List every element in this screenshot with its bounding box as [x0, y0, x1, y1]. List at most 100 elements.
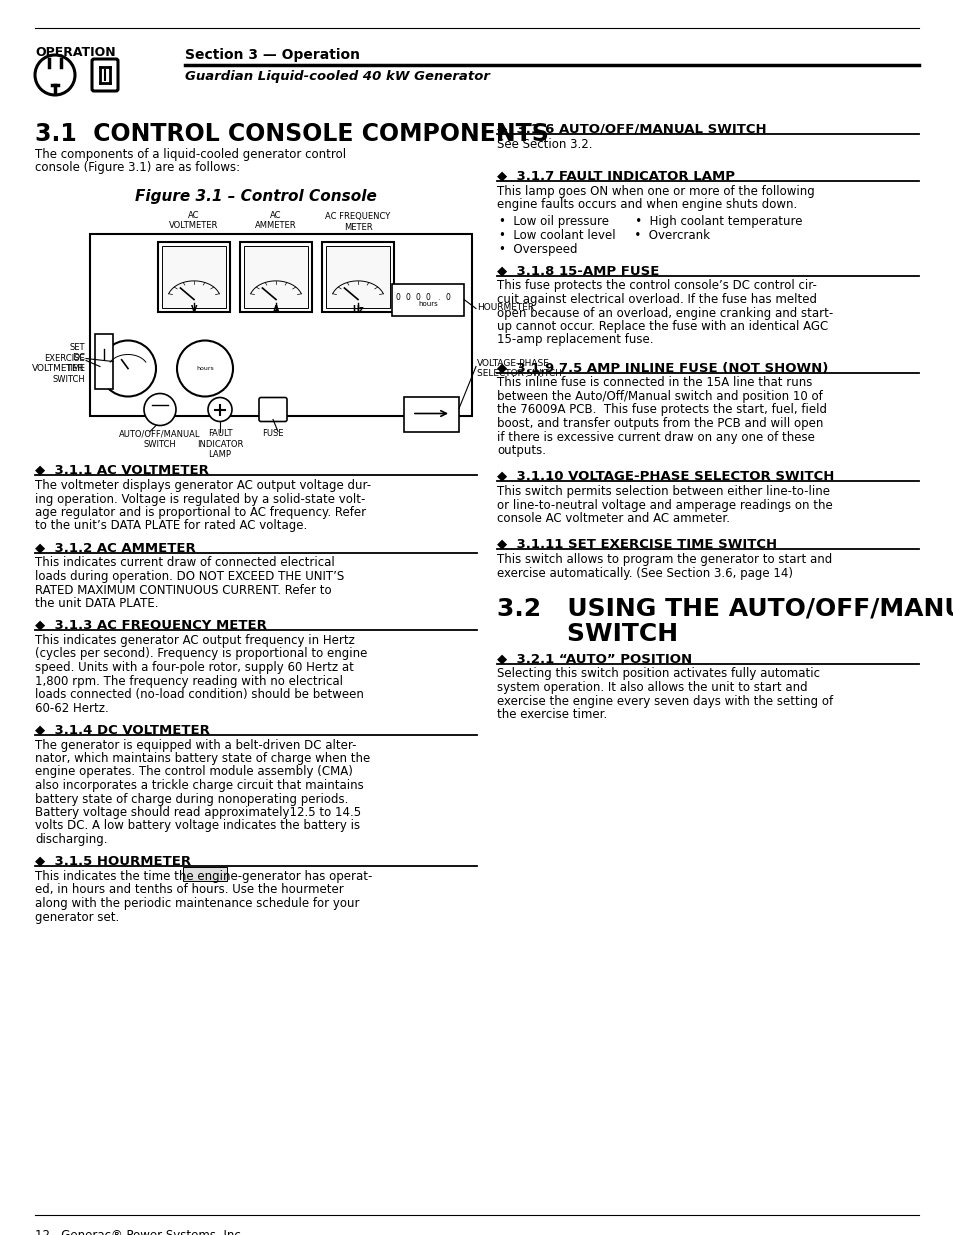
Text: This switch permits selection between either line-to-line: This switch permits selection between ei… — [497, 485, 829, 498]
Text: ing operation. Voltage is regulated by a solid-state volt-: ing operation. Voltage is regulated by a… — [35, 493, 365, 505]
Text: HOURMETER: HOURMETER — [476, 304, 534, 312]
Text: 0: 0 — [395, 293, 400, 303]
Text: This switch allows to program the generator to start and: This switch allows to program the genera… — [497, 553, 831, 566]
Text: 60-62 Hertz.: 60-62 Hertz. — [35, 701, 109, 715]
Text: Battery voltage should read approximately12.5 to 14.5: Battery voltage should read approximatel… — [35, 806, 361, 819]
Text: ◆  3.2.1 “AUTO” POSITION: ◆ 3.2.1 “AUTO” POSITION — [497, 652, 691, 664]
Text: FUSE: FUSE — [262, 430, 283, 438]
Text: outputs.: outputs. — [497, 445, 545, 457]
Text: if there is excessive current draw on any one of these: if there is excessive current draw on an… — [497, 431, 814, 443]
Bar — [240, 242, 312, 311]
Text: system operation. It also allows the unit to start and: system operation. It also allows the uni… — [497, 680, 807, 694]
Text: Section 3 — Operation: Section 3 — Operation — [185, 48, 359, 62]
Text: generator set.: generator set. — [35, 910, 119, 924]
Text: volts DC. A low battery voltage indicates the battery is: volts DC. A low battery voltage indicate… — [35, 820, 359, 832]
Text: cuit against electrical overload. If the fuse has melted: cuit against electrical overload. If the… — [497, 293, 816, 306]
Circle shape — [144, 394, 175, 426]
Bar — [95, 333, 112, 389]
Text: along with the periodic maintenance schedule for your: along with the periodic maintenance sche… — [35, 897, 359, 910]
Bar — [403, 396, 458, 431]
Text: or line-to-neutral voltage and amperage readings on the: or line-to-neutral voltage and amperage … — [497, 499, 832, 511]
Text: A: A — [273, 305, 279, 315]
Circle shape — [208, 398, 232, 421]
Text: boost, and transfer outputs from the PCB and will open: boost, and transfer outputs from the PCB… — [497, 417, 822, 430]
Text: This indicates the time the engine-generator has operat-: This indicates the time the engine-gener… — [35, 869, 372, 883]
Text: SET
EXERCISE
TIME
SWITCH: SET EXERCISE TIME SWITCH — [45, 343, 85, 384]
Text: 0: 0 — [416, 293, 420, 303]
Text: FAULT
INDICATOR
LAMP: FAULT INDICATOR LAMP — [196, 430, 243, 459]
Text: ◆  3.1.6 AUTO/OFF/MANUAL SWITCH: ◆ 3.1.6 AUTO/OFF/MANUAL SWITCH — [497, 122, 766, 135]
Text: exercise automatically. (See Section 3.6, page 14): exercise automatically. (See Section 3.6… — [497, 567, 792, 579]
Text: AC FREQUENCY
METER: AC FREQUENCY METER — [325, 212, 390, 232]
Text: 0: 0 — [425, 293, 430, 303]
Text: ed, in hours and tenths of hours. Use the hourmeter: ed, in hours and tenths of hours. Use th… — [35, 883, 343, 897]
Text: 0: 0 — [445, 293, 450, 303]
Text: •  Low coolant level     •  Overcrank: • Low coolant level • Overcrank — [498, 228, 709, 242]
FancyBboxPatch shape — [258, 398, 287, 421]
Text: 3.2   USING THE AUTO/OFF/MANUAL: 3.2 USING THE AUTO/OFF/MANUAL — [497, 597, 953, 620]
Text: ◆  3.1.8 15-AMP FUSE: ◆ 3.1.8 15-AMP FUSE — [497, 264, 659, 277]
Text: This indicates current draw of connected electrical: This indicates current draw of connected… — [35, 557, 335, 569]
Text: RATED MAXIMUM CONTINUOUS CURRENT. Refer to: RATED MAXIMUM CONTINUOUS CURRENT. Refer … — [35, 583, 332, 597]
Text: loads connected (no-load condition) should be between: loads connected (no-load condition) shou… — [35, 688, 363, 701]
Text: .: . — [436, 293, 438, 303]
Text: The voltmeter displays generator AC output voltage dur-: The voltmeter displays generator AC outp… — [35, 479, 371, 492]
Bar — [183, 867, 227, 881]
Bar — [162, 246, 226, 308]
Text: to the unit’s DATA PLATE for rated AC voltage.: to the unit’s DATA PLATE for rated AC vo… — [35, 520, 307, 532]
Text: Selecting this switch position activates fully automatic: Selecting this switch position activates… — [497, 667, 820, 680]
Text: ◆  3.1.10 VOLTAGE-PHASE SELECTOR SWITCH: ◆ 3.1.10 VOLTAGE-PHASE SELECTOR SWITCH — [497, 469, 834, 483]
Text: also incorporates a trickle charge circuit that maintains: also incorporates a trickle charge circu… — [35, 779, 363, 792]
Bar — [326, 246, 390, 308]
Text: ◆  3.1.11 SET EXERCISE TIME SWITCH: ◆ 3.1.11 SET EXERCISE TIME SWITCH — [497, 537, 777, 551]
Text: •  Overspeed: • Overspeed — [498, 242, 577, 256]
Text: the 76009A PCB.  This fuse protects the start, fuel, field: the 76009A PCB. This fuse protects the s… — [497, 404, 826, 416]
Text: battery state of charge during nonoperating periods.: battery state of charge during nonoperat… — [35, 793, 348, 805]
Text: up cannot occur. Replace the fuse with an identical AGC: up cannot occur. Replace the fuse with a… — [497, 320, 827, 333]
Text: The components of a liquid-cooled generator control: The components of a liquid-cooled genera… — [35, 148, 346, 161]
Text: AC
AMMETER: AC AMMETER — [254, 210, 296, 230]
Text: exercise the engine every seven days with the setting of: exercise the engine every seven days wit… — [497, 694, 832, 708]
Bar — [90, 233, 472, 415]
Text: console AC voltmeter and AC ammeter.: console AC voltmeter and AC ammeter. — [497, 513, 729, 525]
Text: 3.1  CONTROL CONSOLE COMPONENTS: 3.1 CONTROL CONSOLE COMPONENTS — [35, 122, 548, 146]
Text: engine faults occurs and when engine shuts down.: engine faults occurs and when engine shu… — [497, 198, 797, 211]
Text: ◆  3.1.5 HOURMETER: ◆ 3.1.5 HOURMETER — [35, 855, 191, 867]
Text: between the Auto/Off/Manual switch and position 10 of: between the Auto/Off/Manual switch and p… — [497, 390, 821, 403]
Text: ◆  3.1.3 AC FREQUENCY METER: ◆ 3.1.3 AC FREQUENCY METER — [35, 619, 267, 631]
Text: console (Figure 3.1) are as follows:: console (Figure 3.1) are as follows: — [35, 162, 240, 174]
Text: 1,800 rpm. The frequency reading with no electrical: 1,800 rpm. The frequency reading with no… — [35, 674, 343, 688]
Text: loads during operation. DO NOT EXCEED THE UNIT’S: loads during operation. DO NOT EXCEED TH… — [35, 571, 344, 583]
Text: This indicates generator AC output frequency in Hertz: This indicates generator AC output frequ… — [35, 634, 355, 647]
Text: SWITCH: SWITCH — [497, 622, 678, 646]
Text: engine operates. The control module assembly (CMA): engine operates. The control module asse… — [35, 766, 353, 778]
Text: Figure 3.1 – Control Console: Figure 3.1 – Control Console — [135, 189, 376, 205]
Text: OPERATION: OPERATION — [35, 46, 115, 59]
Text: 12   Generac® Power Systems, Inc.: 12 Generac® Power Systems, Inc. — [35, 1229, 244, 1235]
Text: 15-amp replacement fuse.: 15-amp replacement fuse. — [497, 333, 653, 347]
Text: nator, which maintains battery state of charge when the: nator, which maintains battery state of … — [35, 752, 370, 764]
Text: This fuse protects the control console’s DC control cir-: This fuse protects the control console’s… — [497, 279, 816, 293]
Text: Hz: Hz — [352, 305, 363, 315]
Text: ◆  3.1.7 FAULT INDICATOR LAMP: ◆ 3.1.7 FAULT INDICATOR LAMP — [497, 169, 734, 182]
Text: the exercise timer.: the exercise timer. — [497, 708, 607, 721]
Text: AUTO/OFF/MANUAL
SWITCH: AUTO/OFF/MANUAL SWITCH — [119, 430, 200, 448]
Text: ◆  3.1.1 AC VOLTMETER: ◆ 3.1.1 AC VOLTMETER — [35, 463, 209, 477]
Text: The generator is equipped with a belt-driven DC alter-: The generator is equipped with a belt-dr… — [35, 739, 356, 752]
Text: This lamp goes ON when one or more of the following: This lamp goes ON when one or more of th… — [497, 184, 814, 198]
Text: DC
VOLTMETER: DC VOLTMETER — [32, 353, 85, 373]
Text: the unit DATA PLATE.: the unit DATA PLATE. — [35, 597, 158, 610]
Text: 0: 0 — [405, 293, 410, 303]
Text: age regulator and is proportional to AC frequency. Refer: age regulator and is proportional to AC … — [35, 506, 366, 519]
Bar — [392, 284, 463, 315]
Text: VOLTAGE-PHASE
SELECTOR SWITCH: VOLTAGE-PHASE SELECTOR SWITCH — [476, 358, 561, 378]
Text: V: V — [191, 305, 197, 315]
Text: ◆  3.1.9 7.5 AMP INLINE FUSE (NOT SHOWN): ◆ 3.1.9 7.5 AMP INLINE FUSE (NOT SHOWN) — [497, 361, 827, 374]
Text: See Section 3.2.: See Section 3.2. — [497, 137, 592, 151]
Text: discharging.: discharging. — [35, 832, 108, 846]
Circle shape — [100, 341, 156, 396]
Bar — [322, 242, 394, 311]
Text: (cycles per second). Frequency is proportional to engine: (cycles per second). Frequency is propor… — [35, 647, 367, 661]
Bar — [158, 242, 230, 311]
Text: This inline fuse is connected in the 15A line that runs: This inline fuse is connected in the 15A… — [497, 377, 812, 389]
